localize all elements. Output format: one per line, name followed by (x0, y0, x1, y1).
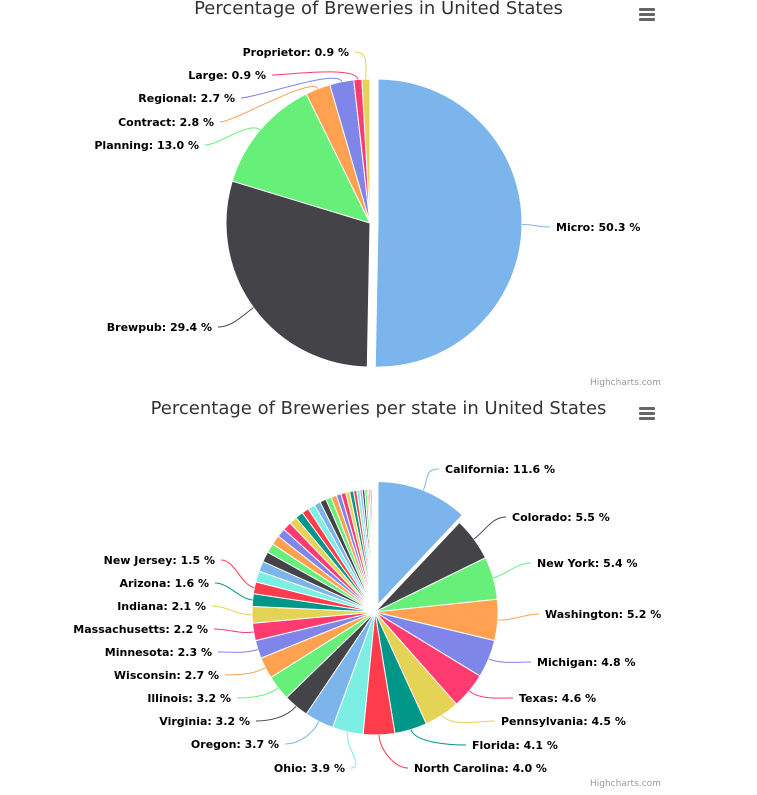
connector-line (271, 71, 359, 80)
data-label-contract: Contract: 2.8 % (118, 116, 214, 129)
data-label-colorado: Colorado: 5.5 % (512, 511, 610, 524)
data-label-micro: Micro: 50.3 % (556, 221, 640, 234)
connector-line (213, 628, 254, 633)
credits-link[interactable]: Highcharts.com (590, 378, 661, 388)
data-label-north-carolina: North Carolina: 4.0 % (414, 762, 547, 775)
connector-line (204, 127, 261, 146)
data-label-illinois: Illinois: 3.2 % (147, 692, 231, 705)
data-label-regional: Regional: 2.7 % (138, 92, 235, 105)
connector-line (224, 667, 266, 676)
credits-link[interactable]: Highcharts.com (590, 779, 661, 789)
connector-line (354, 51, 367, 80)
data-label-new-jersey: New Jersey: 1.5 % (104, 554, 215, 567)
connector-line (211, 605, 253, 616)
data-label-florida: Florida: 4.1 % (472, 739, 558, 752)
pie-slice-california[interactable] (377, 481, 464, 606)
connector-line (284, 721, 320, 745)
data-label-massachusetts: Massachusetts: 2.2 % (73, 623, 208, 636)
connector-line (473, 516, 507, 540)
data-label-pennsylvania: Pennsylvania: 4.5 % (501, 715, 626, 728)
connector-line (217, 648, 259, 653)
data-label-minnesota: Minnesota: 2.3 % (105, 646, 212, 659)
connector-line (236, 687, 279, 699)
connector-line (488, 658, 532, 663)
connector-line (441, 714, 496, 723)
data-label-wisconsin: Wisconsin: 2.7 % (114, 669, 219, 682)
connector-line (422, 468, 440, 491)
connector-line (219, 86, 319, 123)
connector-line (493, 562, 532, 579)
data-label-indiana: Indiana: 2.1 % (117, 600, 206, 613)
connector-line (255, 705, 297, 722)
connector-line (214, 582, 253, 601)
data-label-new-york: New York: 5.4 % (537, 557, 637, 570)
breweries-state-chart: Percentage of Breweries per state in Uni… (0, 395, 757, 795)
data-label-virginia: Virginia: 3.2 % (159, 715, 250, 728)
connector-line (240, 77, 343, 99)
data-label-arizona: Arizona: 1.6 % (120, 577, 210, 590)
connector-line (220, 559, 255, 589)
connector-line (468, 690, 514, 699)
pie-slice[interactable] (373, 488, 376, 613)
connector-line (410, 729, 467, 746)
pie-chart-type: Micro: 50.3 % Brewpub: 29.4 % Planning: 13… (94, 46, 640, 368)
data-label-brewpub: Brewpub: 29.4 % (107, 321, 212, 334)
data-label-proprietor: Proprietor: 0.9 % (243, 46, 349, 59)
chart-title: Percentage of Breweries in United States (194, 0, 563, 19)
data-label-texas: Texas: 4.6 % (519, 692, 596, 705)
breweries-type-chart: Percentage of Breweries in United States… (0, 0, 757, 395)
data-label-planning: Planning: 13.0 % (94, 139, 199, 152)
pie-slice-brewpub[interactable] (225, 180, 371, 368)
pie-chart-state: California: 11.6 % Colorado: 5.5 % New Yor… (73, 463, 661, 775)
hamburger-menu-icon[interactable] (636, 403, 660, 425)
chart-title: Percentage of Breweries per state in Uni… (150, 398, 607, 419)
data-label-oregon: Oregon: 3.7 % (191, 738, 279, 751)
data-label-ohio: Ohio: 3.9 % (274, 762, 345, 775)
connector-line (217, 307, 254, 328)
connector-line (346, 731, 357, 769)
connector-line (378, 734, 409, 769)
pie-slice-micro[interactable] (374, 78, 523, 368)
data-label-washington: Washington: 5.2 % (545, 608, 661, 621)
connector-line (521, 223, 551, 228)
hamburger-menu-icon[interactable] (636, 4, 660, 26)
pie-slice-proprietor[interactable] (361, 78, 371, 224)
connector-line (497, 613, 540, 621)
data-label-california: California: 11.6 % (445, 463, 555, 476)
data-label-large: Large: 0.9 % (188, 69, 266, 82)
data-label-michigan: Michigan: 4.8 % (537, 656, 636, 669)
